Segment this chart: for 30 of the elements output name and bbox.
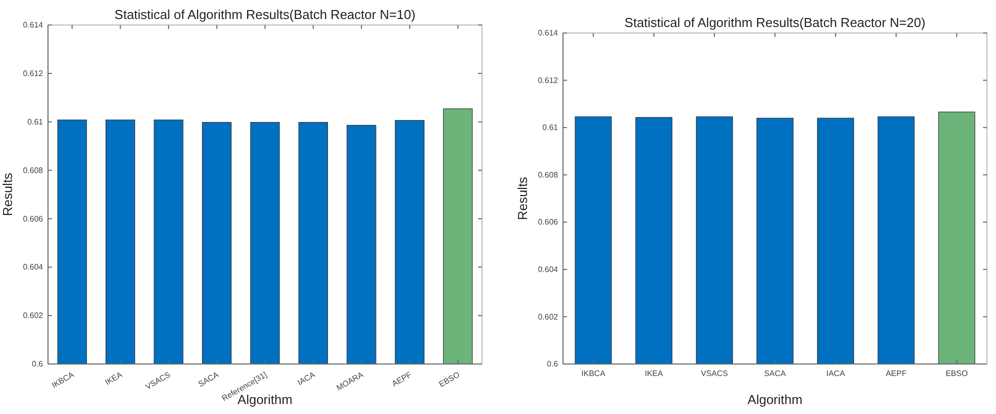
y-tick-label: 0.602	[22, 311, 44, 320]
x-tick-label: AEPF	[886, 369, 907, 378]
x-tick-label: IKBCA	[581, 369, 606, 378]
chart-title: Statistical of Algorithm Results(Batch Reactor N=10)	[114, 7, 416, 22]
x-tick-label: EBSO	[946, 369, 968, 378]
y-tick-label: 0.606	[538, 218, 559, 227]
y-tick-label: 0.608	[22, 166, 44, 175]
x-tick-label: VSACS	[700, 369, 728, 378]
y-tick-label: 0.608	[538, 170, 559, 180]
y-tick-label: 0.614	[22, 20, 44, 30]
x-tick-label: IKEA	[103, 370, 124, 388]
x-tick-label: IACA	[296, 370, 318, 388]
y-tick-label: 0.6	[546, 360, 559, 369]
y-tick-label: 0.6	[32, 360, 44, 369]
y-tick-label: 0.612	[22, 68, 44, 78]
y-tick-label: 0.612	[538, 76, 559, 85]
y-axis-title: Results	[0, 172, 15, 216]
x-tick-label: SACA	[764, 369, 787, 378]
y-tick-label: 0.61	[542, 123, 559, 132]
y-tick-label: 0.602	[538, 312, 559, 322]
y-tick-label: 0.606	[22, 214, 44, 224]
y-tick-label: 0.614	[538, 28, 559, 38]
x-tick-label: IACA	[826, 369, 846, 378]
y-tick-label: 0.604	[538, 264, 559, 274]
x-tick-label: IKEA	[644, 369, 664, 378]
y-tick-label: 0.604	[22, 262, 44, 272]
y-axis-title: Results	[515, 176, 530, 220]
chart-title: Statistical of Algorithm Results(Batch Reactor N=20)	[624, 15, 926, 30]
x-axis-title: Algorithm	[748, 392, 802, 407]
y-tick-label: 0.61	[27, 117, 44, 126]
